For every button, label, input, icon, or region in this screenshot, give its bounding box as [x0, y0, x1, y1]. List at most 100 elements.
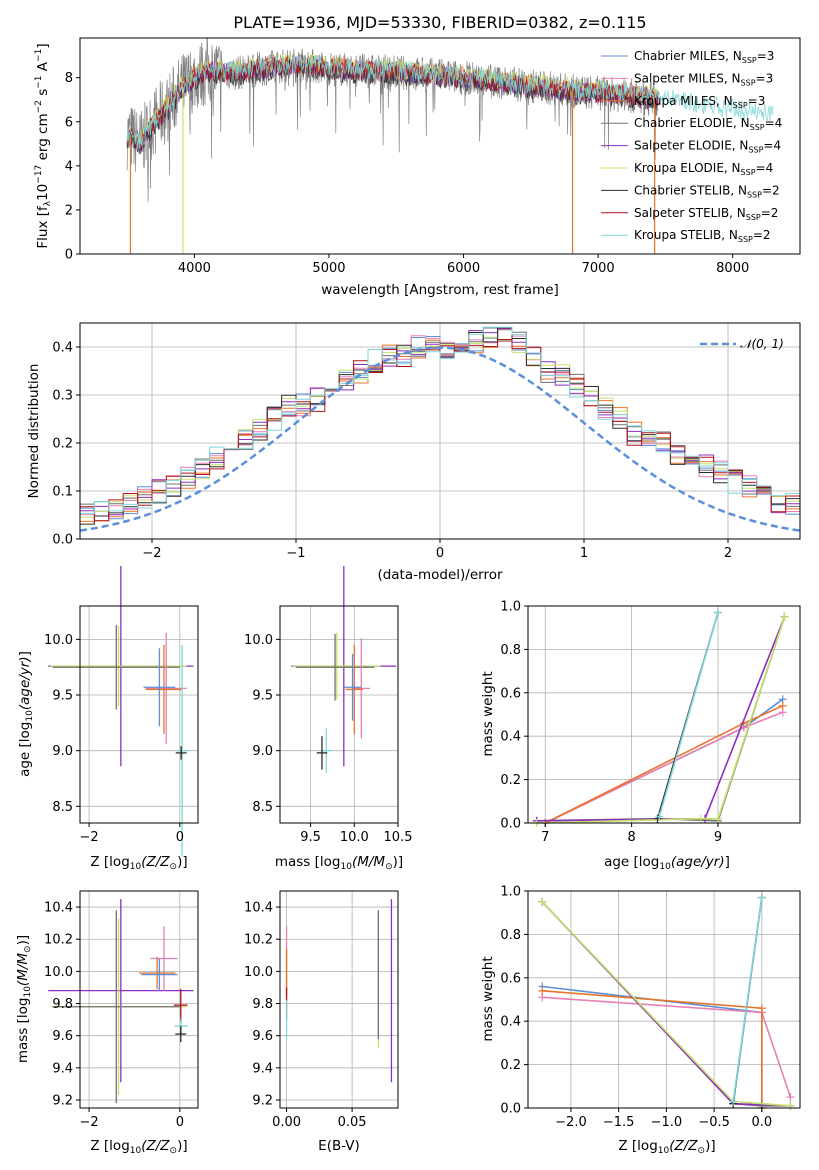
residuals-plot-area [80, 326, 800, 532]
panel-mass-vs-ebv: 0.00 0.05 9.2 9.4 9.6 9.8 10.0 10.2 10.4 E(B-V) [244, 890, 399, 1154]
y-tick-label: 4 [65, 159, 73, 174]
histogram-chabrier_miles [80, 329, 800, 520]
x-tick-label: 9.5 [300, 830, 321, 845]
weight-vs-age-ylabel: mass weight [480, 671, 496, 756]
x-tick-label: 10.5 [384, 830, 413, 845]
y-tick-label: 9.8 [252, 997, 273, 1012]
x-tick-label: −0.5 [698, 1115, 730, 1130]
axes-frame [527, 605, 801, 824]
weight-vs-age-xlabel: age [log10(age/yr)] [604, 854, 730, 872]
x-tick-label: −1 [286, 546, 305, 561]
x-tick-label: 7000 [582, 261, 615, 276]
y-tick-label: 0.6 [500, 686, 521, 701]
x-tick-label: 6000 [447, 261, 480, 276]
y-tick-label: 0.8 [500, 643, 521, 658]
legend-subscript: SSP [738, 235, 753, 244]
y-tick-label: 10.4 [244, 901, 273, 916]
y-tick-label: 9.2 [52, 1093, 73, 1108]
y-tick-label: 9.5 [252, 689, 273, 704]
mass-vs-z-ylabel: mass [log10(M/M⊙)] [15, 935, 33, 1063]
model-spectrum-kroupa_stelib [126, 53, 774, 150]
series-line-salpeter_elodie [536, 616, 786, 822]
y-tick-label: 0.0 [500, 817, 521, 832]
age-vs-z-plot-area: −2 0 8.5 9.0 9.5 10.0 [44, 565, 199, 857]
y-tick-label: 0.4 [500, 1015, 521, 1030]
x-tick-label: 0.00 [272, 1115, 301, 1130]
legend-subscript: SSP [742, 56, 757, 65]
y-tick-label: 9.4 [52, 1061, 73, 1076]
y-tick-label: 10.4 [44, 901, 73, 916]
y-tick-label: 0.4 [52, 341, 73, 356]
spectrum-ylabel: Flux [fλ10−17 erg cm−2 s−1 A−1] [34, 43, 53, 248]
y-tick-label: 9.2 [252, 1093, 273, 1108]
histogram-chabrier_stelib [80, 327, 800, 525]
mass-vs-z-plot-area: −2 0 9.2 9.4 9.6 9.8 10.0 10.2 10.4 [44, 890, 199, 1130]
y-tick-label: 0.2 [500, 1058, 521, 1073]
y-tick-label: 1.0 [500, 600, 521, 615]
plot-content [532, 608, 789, 827]
plot-content [538, 893, 795, 1112]
residuals-legend: 𝒩(0, 1) [700, 337, 784, 351]
legend-subscript: SSP [748, 146, 763, 155]
y-tick-label: 9.8 [52, 997, 73, 1012]
panel-weight-vs-age: 7 8 9 0.0 0.2 0.4 0.6 0.8 1.0 age [log10(age/yr)… [480, 600, 801, 872]
y-tick-label: 9.6 [52, 1029, 73, 1044]
spectrum-title: PLATE=1936, MJD=53330, FIBERID=0382, z=0… [233, 13, 646, 32]
y-tick-label: 9.0 [52, 744, 73, 759]
series-line-kroupa_stelib [732, 897, 763, 1102]
legend-label-kroupa_elodie: Kroupa ELODIE, NSSP=4 [634, 161, 773, 177]
legend-label-chabrier_elodie: Chabrier ELODIE, NSSP=4 [634, 116, 782, 132]
legend-value: =2 [761, 206, 779, 220]
legend-subscript: SSP [733, 101, 748, 110]
y-tick-label: 10.0 [44, 965, 73, 980]
panel-spectrum: PLATE=1936, MJD=53330, FIBERID=0382, z=0… [34, 13, 801, 298]
spectrum-xlabel: wavelength [Angstrom, rest frame] [321, 282, 559, 298]
axes-frame [279, 605, 399, 824]
legend-label-kroupa_stelib: Kroupa STELIB, NSSP=2 [634, 228, 771, 244]
legend-label-salpeter_stelib: Salpeter STELIB, NSSP=2 [634, 206, 778, 222]
histogram-kroupa_stelib [80, 326, 800, 514]
x-tick-label: 0.0 [751, 1115, 772, 1130]
y-tick-label: 9.6 [252, 1029, 273, 1044]
x-tick-label: 8 [627, 830, 635, 845]
histogram-salpeter_elodie [80, 328, 800, 516]
x-tick-label: 7 [541, 830, 549, 845]
y-tick-label: 0.4 [500, 730, 521, 745]
age-vs-mass-plot-area: 9.5 10.0 10.5 8.5 9.0 9.5 10.0 [244, 565, 413, 845]
panel-age-vs-z: −2 0 8.5 9.0 9.5 10.0 Z [log10(Z/Z⊙)] age [lo… [17, 565, 199, 872]
x-tick-label: −1.0 [651, 1115, 683, 1130]
y-tick-label: 9.5 [52, 689, 73, 704]
age-vs-z-ylabel: age [log10(age/yr)] [17, 651, 35, 777]
legend-value: =3 [748, 94, 766, 108]
y-tick-label: 0.6 [500, 971, 521, 986]
histogram-kroupa_miles [80, 328, 800, 522]
y-tick-label: 10.2 [244, 933, 273, 948]
x-tick-label: 0 [436, 546, 444, 561]
spectrum-frame [79, 37, 801, 255]
panel-weight-vs-z: −2.0 −1.5 −1.0 −0.5 0.0 0.0 0.2 0.4 0.6 0.8 1.0 Z … [480, 885, 801, 1156]
series-line-kroupa_elodie [536, 616, 786, 824]
legend-label-kroupa_miles: Kroupa MILES, NSSP=3 [634, 94, 765, 110]
legend-subscript: SSP [741, 168, 756, 177]
x-tick-label: 4000 [178, 261, 211, 276]
x-tick-label: −2 [79, 1115, 98, 1130]
series-line-kroupa_stelib [658, 612, 719, 817]
histograms [80, 326, 800, 532]
weight-vs-z-ylabel: mass weight [480, 956, 496, 1041]
y-tick-label: 0.3 [52, 389, 73, 404]
x-tick-label: 8000 [716, 261, 749, 276]
y-tick-label: 10.0 [44, 633, 73, 648]
legend-value: =4 [763, 139, 781, 153]
panel-mass-vs-z: −2 0 9.2 9.4 9.6 9.8 10.0 10.2 10.4 Z [log10(Z/Z… [15, 890, 199, 1156]
residuals-xlabel: (data-model)/error [377, 567, 503, 583]
legend-value: =4 [765, 116, 783, 130]
legend-value: =3 [757, 49, 775, 63]
x-tick-label: 9 [714, 830, 722, 845]
y-tick-label: 0.0 [52, 533, 73, 548]
y-tick-label: 8.5 [252, 800, 273, 815]
y-tick-label: 0.2 [52, 437, 73, 452]
legend-value: =2 [762, 183, 780, 197]
axes-frame [527, 890, 801, 1109]
y-tick-label: 10.0 [244, 633, 273, 648]
